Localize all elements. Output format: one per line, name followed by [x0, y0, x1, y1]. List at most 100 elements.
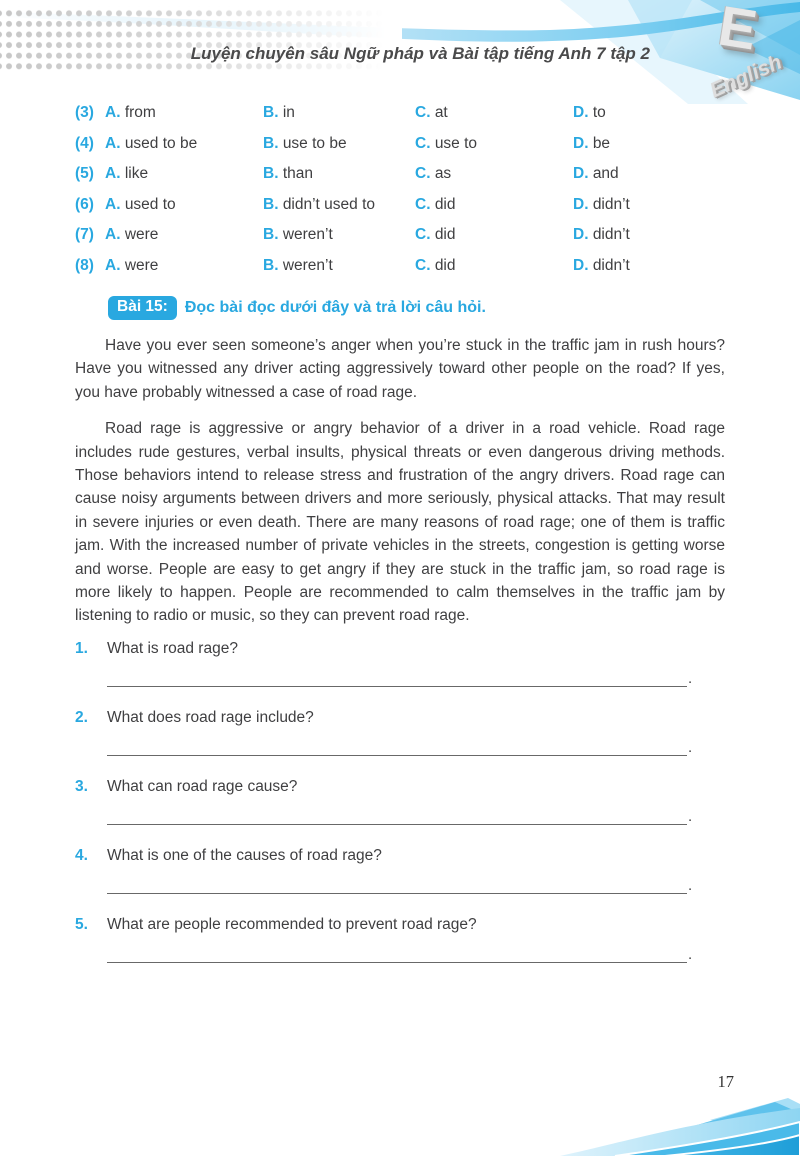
option-text: to: [592, 104, 606, 121]
question-number: 4.: [75, 846, 88, 864]
mc-row-4: (4) A. used to be B. use to be C. use to…: [75, 135, 725, 166]
exercise-badge: Bài 15:: [108, 296, 177, 320]
option-letter: B.: [263, 195, 279, 213]
option-letter: B.: [263, 165, 279, 182]
mc-option-c: C. did: [415, 196, 573, 214]
option-text: were: [124, 226, 159, 243]
option-letter: D.: [573, 165, 589, 182]
mc-option-b: B. use to be: [263, 135, 415, 153]
reading-passage: Have you ever seen someone’s anger when …: [75, 334, 725, 628]
mc-row-3: (3) A. from B. in C. at D. to: [75, 104, 725, 135]
logo-letter-e: E: [714, 0, 761, 62]
mc-number: (4): [75, 134, 94, 152]
mc-option-c: C. did: [415, 226, 573, 244]
option-letter: D.: [573, 226, 589, 243]
mc-row-8: (8) A. were B. weren’t C. did D. didn’t: [75, 257, 725, 288]
mc-option-c: C. at: [415, 104, 573, 122]
question-text: What is road rage?: [107, 639, 238, 657]
exercise-heading: Bài 15: Đọc bài đọc dưới đây và trả lời …: [108, 295, 725, 321]
option-letter: B.: [263, 134, 279, 152]
option-text: didn’t used to: [282, 195, 376, 213]
mc-option-a: A. were: [105, 257, 263, 275]
answer-blank-line: [107, 809, 687, 825]
option-text: did: [434, 256, 456, 274]
option-text: didn’t: [592, 256, 630, 274]
option-text: used to: [124, 195, 176, 213]
mc-option-d: D. and: [573, 165, 725, 183]
mc-option-d: D. didn’t: [573, 257, 725, 275]
question-row: 2. What does road rage include?: [75, 707, 725, 729]
option-letter: D.: [573, 256, 589, 274]
option-letter: D.: [573, 195, 589, 213]
question-block-5: 5. What are people recommended to preven…: [75, 914, 725, 963]
option-text: be: [592, 134, 611, 152]
mc-row-6: (6) A. used to B. didn’t used to C. did …: [75, 196, 725, 227]
answer-terminal-period: .: [688, 669, 693, 687]
option-text: weren’t: [282, 226, 333, 243]
mc-option-b: B. weren’t: [263, 257, 415, 275]
answer-blank-line: [107, 947, 687, 963]
option-letter: C.: [415, 104, 431, 121]
mc-row-7: (7) A. were B. weren’t C. did D. didn’t: [75, 226, 725, 257]
mc-option-d: D. to: [573, 104, 725, 122]
option-letter: D.: [573, 104, 589, 121]
question-text: What is one of the causes of road rage?: [107, 846, 382, 864]
mc-option-a: A. were: [105, 226, 263, 244]
option-letter: A.: [105, 165, 121, 182]
question-block-1: 1. What is road rage? .: [75, 638, 725, 687]
option-letter: B.: [263, 226, 279, 243]
option-letter: A.: [105, 104, 121, 121]
answer-area: .: [107, 807, 725, 825]
option-letter: C.: [415, 134, 431, 152]
option-text: use to: [434, 134, 478, 152]
option-letter: C.: [415, 165, 431, 182]
question-number: 3.: [75, 777, 88, 795]
mc-option-a: A. like: [105, 165, 263, 183]
question-row: 5. What are people recommended to preven…: [75, 914, 725, 936]
dot-pattern-decoration: [0, 6, 402, 72]
answer-blank-line: [107, 740, 687, 756]
question-number: 2.: [75, 708, 88, 726]
mc-option-d: D. didn’t: [573, 196, 725, 214]
answer-terminal-period: .: [688, 807, 693, 825]
option-text: didn’t: [592, 195, 630, 213]
mc-number: (3): [75, 104, 94, 121]
question-text: What does road rage include?: [107, 708, 314, 726]
mc-option-a: A. used to be: [105, 135, 263, 153]
mc-option-b: B. weren’t: [263, 226, 415, 244]
answer-terminal-period: .: [688, 945, 693, 963]
option-letter: B.: [263, 104, 279, 121]
mc-number: (6): [75, 195, 94, 213]
passage-paragraph-2: Road rage is aggressive or angry behavio…: [75, 420, 725, 625]
option-text: as: [434, 165, 452, 182]
mc-option-d: D. didn’t: [573, 226, 725, 244]
option-letter: A.: [105, 226, 121, 243]
option-text: use to be: [282, 134, 347, 152]
header-swoosh-decoration: [0, 0, 800, 104]
option-letter: C.: [415, 195, 431, 213]
mc-option-c: C. use to: [415, 135, 573, 153]
answer-blank-line: [107, 671, 687, 687]
question-row: 1. What is road rage?: [75, 638, 725, 660]
option-text: did: [434, 195, 456, 213]
option-text: used to be: [124, 134, 198, 152]
page-header: Luyện chuyên sâu Ngữ pháp và Bài tập tiế…: [0, 0, 800, 112]
question-number: 5.: [75, 915, 88, 933]
option-text: weren’t: [282, 256, 333, 274]
footer-swoosh-decoration: [560, 1098, 800, 1156]
page-content: (3) A. from B. in C. at D. to (4) A. use…: [75, 104, 725, 983]
page-number: 17: [717, 1072, 735, 1091]
question-text: What can road rage cause?: [107, 777, 298, 795]
option-letter: C.: [415, 256, 431, 274]
option-letter: C.: [415, 226, 431, 243]
answer-blank-line: [107, 878, 687, 894]
mc-row-5: (5) A. like B. than C. as D. and: [75, 165, 725, 196]
english-series-logo: E English: [650, 0, 800, 112]
mc-option-d: D. be: [573, 135, 725, 153]
mc-option-b: B. didn’t used to: [263, 196, 415, 214]
question-number: 1.: [75, 639, 88, 657]
option-text: at: [434, 104, 448, 121]
answer-area: .: [107, 739, 725, 756]
comprehension-questions: 1. What is road rage? . 2. What does roa…: [75, 638, 725, 963]
